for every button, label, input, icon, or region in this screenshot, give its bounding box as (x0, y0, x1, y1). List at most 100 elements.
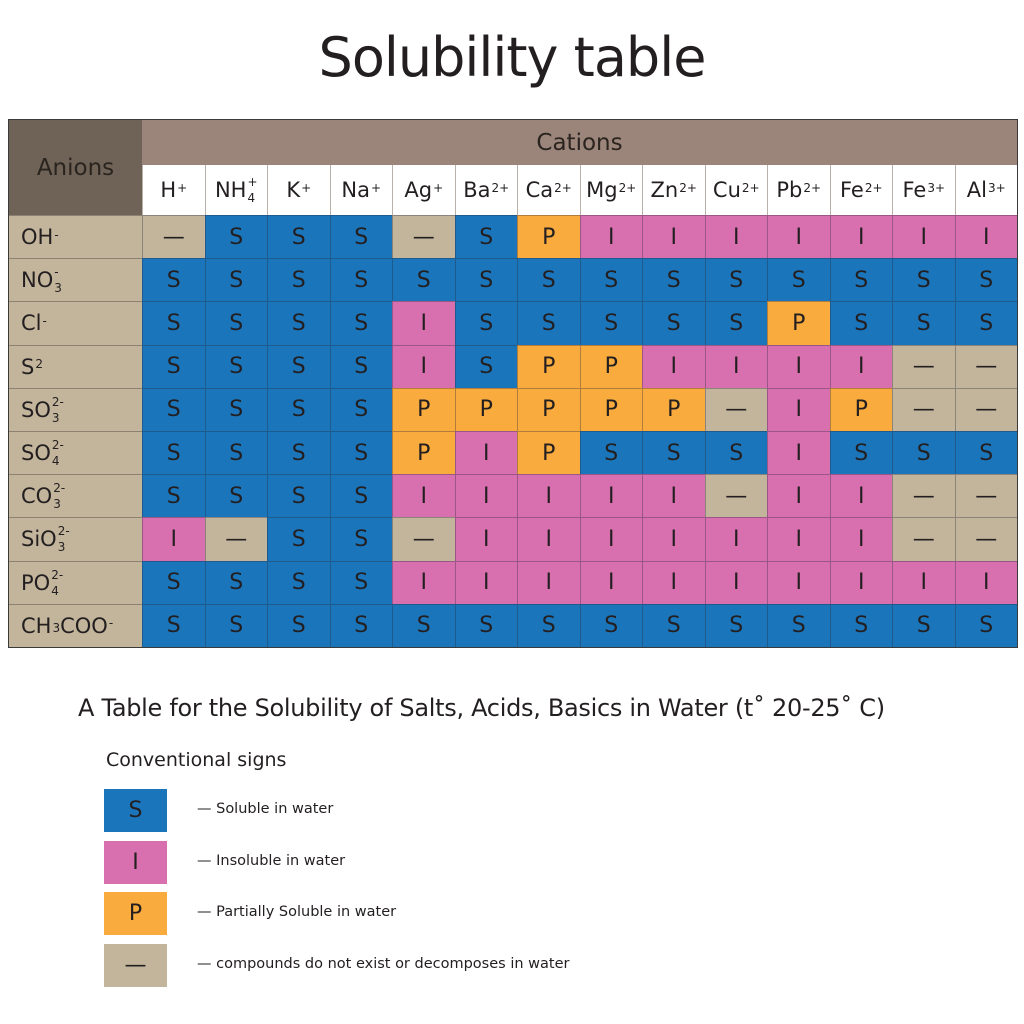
table-cell: I (767, 560, 830, 604)
table-cell: S (267, 301, 330, 345)
table-cell: I (392, 560, 455, 604)
ion-indices: 3+ (988, 180, 1006, 196)
ion-indices: + (177, 180, 188, 196)
ion-formula: NO -3 (21, 266, 62, 294)
table-cell: S (704, 258, 767, 302)
table-cell: I (704, 517, 767, 561)
solubility-table: Anions Cations H + NH +4 K + Na + Ag + Ba 2+ Ca 2+ Mg 2… (8, 119, 1018, 648)
legend-swatch: P (104, 892, 167, 935)
table-cell: S (267, 474, 330, 518)
table-cell: S (767, 258, 830, 302)
table-cell: I (767, 474, 830, 518)
ion-base: SiO (21, 527, 57, 552)
table-cell: S (267, 603, 330, 647)
table-cell: I (454, 474, 517, 518)
ion-indices: 2+ (554, 182, 572, 196)
table-cell: I (142, 517, 205, 561)
legend-label: — Insoluble in water (197, 852, 346, 869)
ion-charge: + (177, 180, 188, 195)
table-cell: S (392, 603, 455, 647)
table-cell: I (454, 560, 517, 604)
table-cell: S (142, 560, 205, 604)
table-cell: S (579, 258, 642, 302)
table-cell: P (392, 431, 455, 475)
table-cell: I (642, 344, 705, 388)
table-cell: S (829, 431, 892, 475)
table-cell: S (954, 258, 1017, 302)
ion-formula: PO 2- 4 (21, 569, 63, 598)
table-cell: S (642, 258, 705, 302)
table-cell: I (829, 344, 892, 388)
table-cell: — (892, 344, 955, 388)
table-subtitle: A Table for the Solubility of Salts, Aci… (78, 694, 885, 722)
table-cell: I (392, 474, 455, 518)
legend-label: — Soluble in water (197, 801, 334, 817)
anion-row-header: Cl - (9, 301, 142, 345)
legend-label: — compounds do not exist or decomposes i… (197, 955, 570, 972)
ion-base: Ca (525, 178, 554, 202)
table-cell: S (267, 387, 330, 431)
ion-indices: 2- 3 (58, 525, 70, 553)
ion-charge: + (247, 175, 258, 189)
cation-header-ca2p: Ca 2+ (517, 165, 580, 215)
table-cell: S (329, 517, 392, 561)
ion-formula: SO 2- 3 (21, 396, 64, 424)
table-cell: S (329, 301, 392, 345)
ion-formula: Cl - (21, 311, 47, 335)
table-cell: I (517, 474, 580, 518)
cation-header-mg2p: Mg 2+ (579, 165, 642, 215)
ion-indices: 2+ (865, 182, 883, 196)
ion-formula: Mg 2+ (586, 178, 636, 202)
ion-indices: - (54, 227, 59, 243)
table-cell: — (892, 517, 955, 561)
table-cell: S (204, 215, 267, 259)
table-cell: P (392, 387, 455, 431)
table-cell: I (954, 560, 1017, 604)
page-title: Solubility table (318, 26, 707, 89)
table-cell: S (892, 301, 955, 345)
cation-header-agp: Ag + (392, 165, 455, 215)
ion-base: CO (21, 484, 53, 509)
ion-formula: Pb 2+ (776, 178, 821, 202)
table-cell: S (704, 603, 767, 647)
table-cell: S (704, 301, 767, 345)
ion-formula: Ba 2+ (463, 178, 509, 202)
ion-indices: 2+ (679, 180, 697, 196)
table-cell: — (892, 387, 955, 431)
table-cell: S (829, 603, 892, 647)
ion-indices: 2+ (619, 182, 637, 196)
ion-charge: 3+ (927, 180, 946, 195)
table-cell: S (329, 258, 392, 302)
table-cell: P (454, 387, 517, 431)
table-cell: — (392, 215, 455, 259)
ion-indices: 2+ (492, 182, 510, 196)
ion-formula: Fe 2+ (840, 178, 883, 202)
table-cell: S (204, 474, 267, 518)
cation-header-cu2p: Cu 2+ (704, 165, 767, 215)
ion-charge: - (54, 227, 59, 242)
ion-base: S (21, 354, 35, 379)
ion-formula: Cu 2+ (713, 178, 760, 202)
anion-row-header: SiO 2- 3 (9, 517, 142, 561)
table-cell: S (954, 603, 1017, 647)
cation-header-ba2p: Ba 2+ (454, 165, 517, 215)
ion-subscript: 4 (51, 583, 59, 598)
ion-charge: 3+ (988, 180, 1006, 195)
table-cell: S (954, 431, 1017, 475)
ion-base: Fe (902, 178, 927, 202)
ion-indices: + (301, 180, 312, 196)
table-cell: S (454, 258, 517, 302)
ion-subscript: 4 (51, 454, 60, 469)
table-cell: P (579, 387, 642, 431)
ion-charge: + (301, 180, 312, 195)
table-cell: — (392, 517, 455, 561)
ion-charge: 2+ (679, 180, 697, 195)
ion-base: Ba (463, 178, 491, 202)
table-cell: I (767, 215, 830, 259)
table-cell: P (642, 387, 705, 431)
ion-charge: 2- (51, 438, 64, 453)
table-cell: S (829, 301, 892, 345)
table-cell: S (329, 603, 392, 647)
table-cell: S (142, 474, 205, 518)
